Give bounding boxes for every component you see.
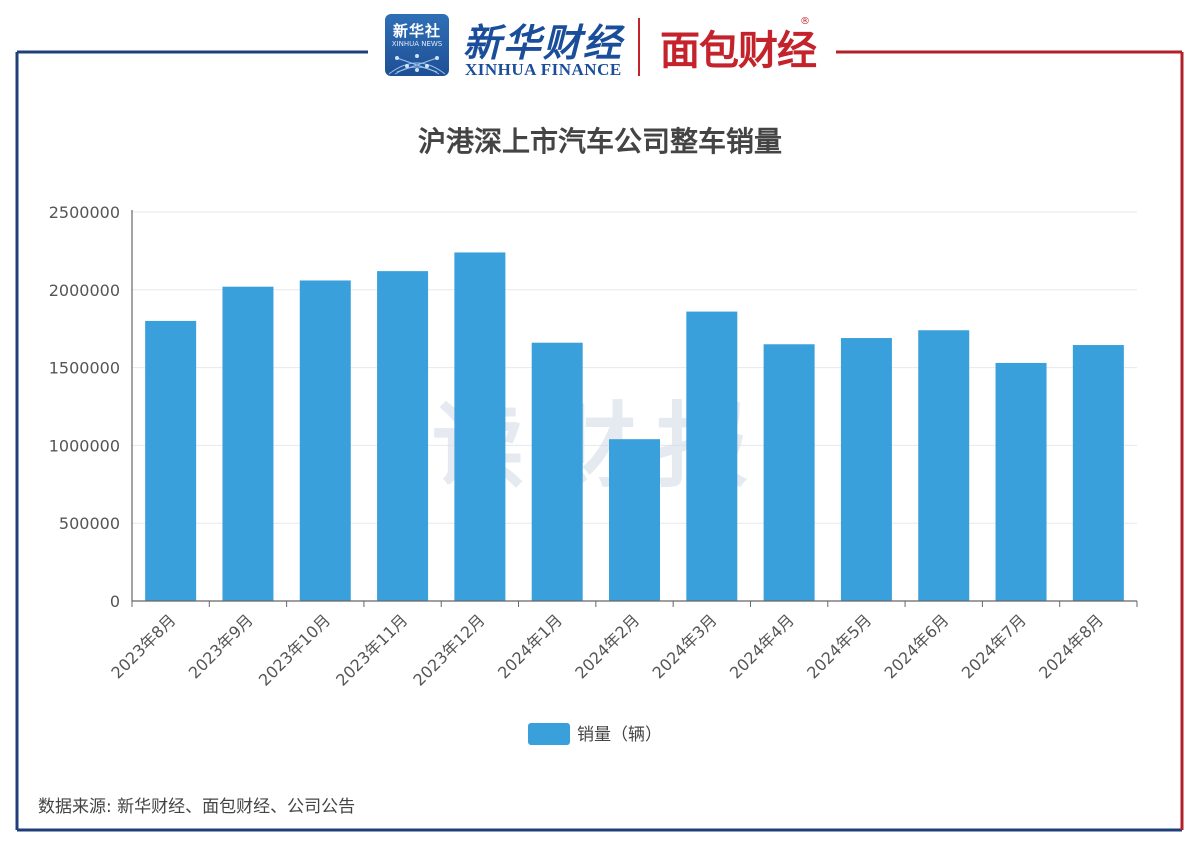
bar [609, 439, 660, 601]
x-tick-label: 2024年1月 [494, 610, 566, 682]
data-source-note: 数据来源: 新华财经、面包财经、公司公告 [38, 797, 356, 817]
y-tick-label: 0 [110, 592, 120, 611]
x-tick-label: 2024年5月 [803, 610, 875, 682]
bar [763, 344, 815, 601]
x-tick-label: 2024年4月 [726, 610, 798, 682]
bar [1072, 345, 1124, 601]
bar [995, 362, 1047, 601]
x-tick-label: 2023年8月 [107, 610, 179, 682]
bar [454, 252, 506, 601]
bar [377, 271, 429, 601]
x-tick-label: 2023年9月 [185, 610, 257, 682]
badge-cn-text: 新华社 [392, 22, 441, 40]
x-tick-label: 2024年8月 [1035, 610, 1107, 682]
x-tick-label: 2024年2月 [571, 610, 643, 682]
badge-en-text: XINHUA NEWS [391, 40, 443, 48]
bars [145, 252, 1124, 601]
bar [531, 342, 583, 601]
legend-swatch [528, 723, 570, 745]
bar [686, 311, 738, 601]
y-tick-label: 2000000 [49, 281, 120, 300]
y-tick-label: 1500000 [49, 359, 120, 378]
bar [918, 330, 970, 601]
bar [222, 286, 274, 601]
y-tick-label: 2500000 [49, 203, 120, 222]
mianbao-finance-logo: 面包财经 [660, 28, 817, 74]
registered-mark: ® [800, 16, 810, 27]
x-tick-label: 2024年3月 [649, 610, 721, 682]
xinhua-finance-logo-en: XINHUA FINANCE [465, 60, 622, 79]
xinhua-finance-logo-cn: 新华财经 [463, 20, 624, 65]
y-tick-label: 1000000 [49, 436, 120, 455]
chart-title: 沪港深上市汽车公司整车销量 [417, 125, 782, 158]
x-tick-label: 2023年12月 [409, 610, 488, 689]
legend-label: 销量（辆） [577, 725, 662, 745]
y-tick-label: 500000 [59, 514, 120, 533]
x-tick-label: 2024年7月 [958, 610, 1030, 682]
x-tick-label: 2023年11月 [332, 610, 411, 689]
x-tick-label: 2023年10月 [255, 610, 334, 689]
globe-network-icon [388, 54, 446, 75]
bar [145, 320, 197, 601]
x-tick-label: 2024年6月 [881, 610, 953, 682]
legend: 销量（辆） [528, 723, 662, 745]
xinhua-news-logo: 新华社 XINHUA NEWS [385, 14, 449, 76]
bar [299, 280, 351, 601]
bar [840, 338, 892, 601]
logo-divider [638, 18, 640, 76]
